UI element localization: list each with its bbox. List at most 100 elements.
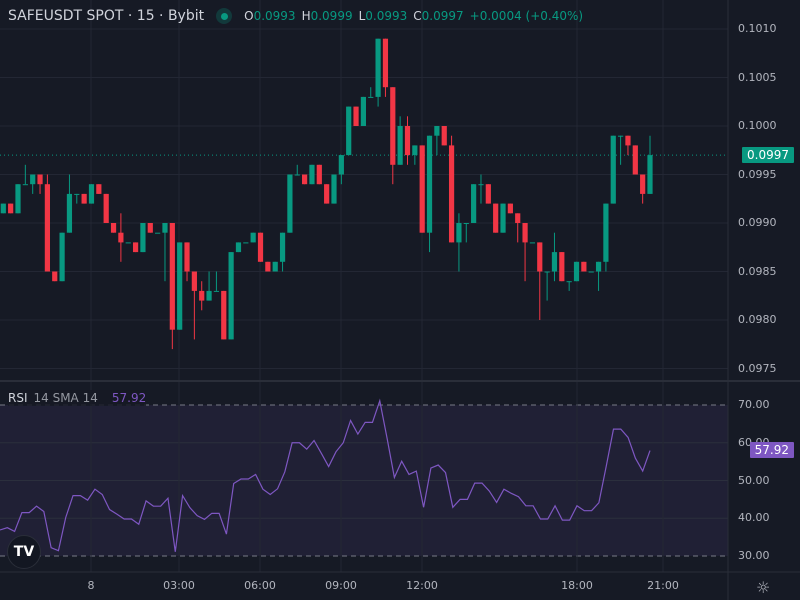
candle-body (412, 145, 418, 156)
ohlc-values: O0.0993 H0.0999 L0.0993 C0.0997 +0.0004 … (244, 9, 583, 23)
time-tick-label: 09:00 (325, 579, 357, 592)
candle-body (625, 135, 631, 146)
candle-body (529, 242, 536, 244)
low-value: 0.0993 (365, 9, 408, 23)
price-tick-label: 0.0995 (738, 167, 777, 181)
candle-body (15, 184, 21, 214)
candle-body (507, 203, 513, 214)
candle-body (147, 223, 153, 233)
candle-body (74, 193, 80, 195)
candle-body (331, 174, 337, 204)
candle-body (346, 106, 352, 156)
candle-body (603, 203, 609, 262)
time-tick-label: 18:00 (561, 579, 593, 592)
candle-body (397, 126, 403, 165)
candle-body (110, 223, 117, 233)
rsi-line (0, 398, 651, 552)
candle-body (177, 242, 183, 330)
rsi-params: 14 SMA 14 (33, 391, 98, 405)
candle-body (478, 184, 484, 186)
candle-body (162, 223, 168, 233)
close-value: 0.0997 (421, 9, 464, 23)
candle-body (169, 223, 175, 330)
candle-body (618, 135, 624, 137)
close-key: C (413, 9, 422, 23)
rsi-tick-label: 50.00 (738, 473, 770, 487)
candle-body (588, 271, 594, 273)
candle-body (272, 261, 278, 272)
candle-body (566, 281, 572, 283)
candle-body (463, 223, 469, 224)
candle-body (559, 252, 565, 282)
candle-body (103, 193, 109, 223)
price-tick-label: 0.1005 (738, 70, 777, 84)
candle-body (544, 271, 550, 273)
candle-body (228, 252, 234, 340)
time-tick-label: 12:00 (406, 579, 438, 592)
candle-body (287, 174, 293, 233)
price-tick-label: 0.1010 (738, 22, 777, 35)
symbol-title[interactable]: SAFEUSDT SPOT · 15 · Bybit (8, 8, 205, 24)
candle-body (206, 290, 212, 301)
time-tick-label: 06:00 (244, 579, 276, 592)
candle-body (368, 96, 374, 98)
open-value: 0.0993 (253, 9, 296, 23)
rsi-tick-label: 30.00 (738, 549, 770, 562)
candle-body (610, 135, 616, 204)
tradingview-logo[interactable]: TV (7, 535, 41, 569)
candle-body (88, 184, 95, 204)
candle-body (309, 164, 315, 185)
candle-body (125, 242, 131, 244)
candle-body (52, 271, 58, 282)
candle-body (235, 242, 242, 253)
candle-body (199, 290, 205, 301)
candle-body (500, 203, 506, 233)
candle-body (184, 242, 190, 272)
candle-body (324, 184, 330, 204)
candle-body (382, 38, 389, 88)
candle-body (81, 193, 87, 204)
candle-body (250, 232, 256, 243)
candle-body (37, 174, 43, 185)
candle-body (581, 261, 587, 272)
candle-body (294, 174, 300, 176)
open-key: O (244, 9, 254, 23)
candle-body (8, 203, 14, 214)
candle-body (44, 184, 50, 272)
change-value: +0.0004 (+0.40%) (469, 9, 584, 23)
candle-body (118, 232, 124, 243)
candle-body (243, 242, 249, 244)
time-tick-label: 03:00 (163, 579, 195, 592)
last-price-tag: 0.0997 (742, 147, 794, 163)
candle-body (213, 290, 220, 292)
candle-body (448, 145, 455, 243)
rsi-tick-label: 70.00 (738, 398, 770, 411)
candle-body (132, 242, 139, 253)
candle-body (647, 155, 653, 194)
market-open-dot-icon (216, 8, 233, 24)
rsi-legend[interactable]: RSI 14 SMA 14 57.92 (8, 390, 147, 406)
low-key: L (358, 9, 366, 23)
rsi-value: 57.92 (111, 391, 147, 405)
candle-body (140, 223, 146, 253)
candle-body (441, 126, 447, 146)
high-value: 0.0999 (310, 9, 353, 23)
candle-body (316, 164, 322, 185)
candle-body (302, 174, 308, 185)
candle-body (257, 232, 264, 262)
candle-body (419, 145, 425, 233)
candle-body (360, 96, 366, 126)
rsi-title: RSI (8, 391, 28, 405)
rsi-value-tag: 57.92 (749, 442, 794, 458)
candle-body (338, 155, 344, 175)
candle-body (390, 87, 396, 165)
candle-body (573, 261, 580, 282)
settings-gear-icon[interactable]: ☼ (756, 578, 771, 597)
candle-body (426, 135, 433, 233)
candle-body (66, 193, 73, 233)
rsi-tick-label: 40.00 (738, 511, 770, 525)
candle-body (0, 203, 6, 214)
price-tick-label: 0.0975 (738, 361, 777, 375)
